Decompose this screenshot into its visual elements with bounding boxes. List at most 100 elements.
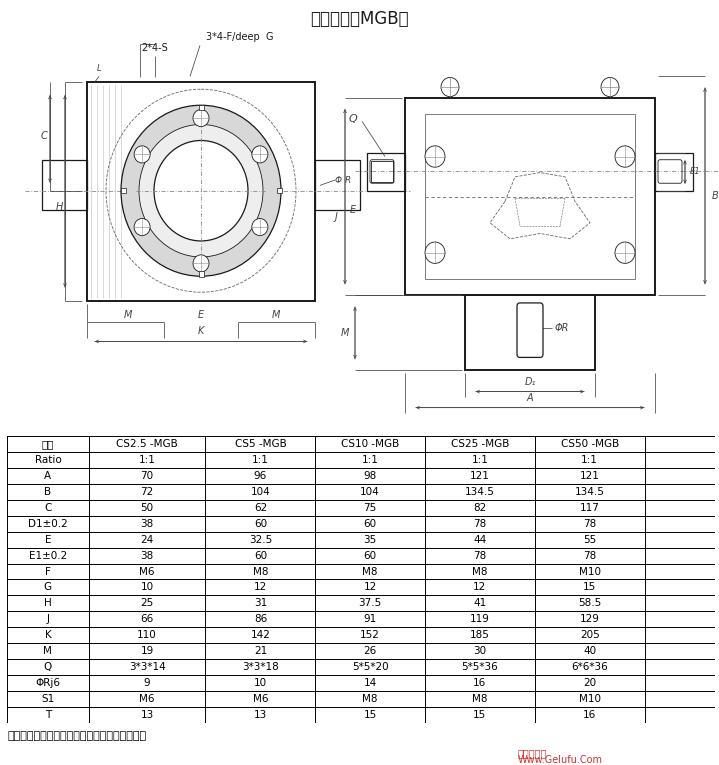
Text: 41: 41: [473, 598, 487, 608]
Text: 1:1: 1:1: [139, 455, 155, 465]
Text: 119: 119: [470, 614, 490, 624]
Text: 20: 20: [583, 678, 596, 688]
Text: 伞齿轮箱（MGB）: 伞齿轮箱（MGB）: [310, 10, 409, 28]
Text: 24: 24: [140, 535, 154, 545]
Text: 152: 152: [360, 630, 380, 640]
Text: E: E: [45, 535, 51, 545]
Bar: [367, 153, 405, 190]
Text: L: L: [96, 64, 101, 73]
Text: G: G: [44, 582, 52, 592]
Text: 5*5*20: 5*5*20: [352, 662, 388, 672]
Text: 32.5: 32.5: [249, 535, 272, 545]
Text: 86: 86: [254, 614, 267, 624]
Bar: [87, 82, 315, 301]
Circle shape: [615, 146, 635, 168]
Circle shape: [193, 255, 209, 272]
Bar: [277, 188, 282, 194]
Text: M6: M6: [252, 694, 268, 704]
Text: 58.5: 58.5: [578, 598, 601, 608]
Text: 1:1: 1:1: [362, 455, 379, 465]
Text: 1:1: 1:1: [472, 455, 488, 465]
Text: 3*3*14: 3*3*14: [129, 662, 165, 672]
Text: B: B: [712, 191, 718, 201]
Text: 21: 21: [254, 646, 267, 656]
Bar: [121, 188, 126, 194]
Text: 60: 60: [254, 519, 267, 529]
Text: 60: 60: [364, 519, 377, 529]
Text: 3*3*18: 3*3*18: [242, 662, 279, 672]
Text: M: M: [124, 310, 132, 320]
Text: 78: 78: [583, 519, 596, 529]
Text: A: A: [527, 393, 533, 403]
Text: 14: 14: [364, 678, 377, 688]
Text: M: M: [341, 328, 349, 338]
Bar: [371, 161, 393, 182]
Text: 31: 31: [254, 598, 267, 608]
Text: 注：如需要其他规格可根据用户实际需要定制。: 注：如需要其他规格可根据用户实际需要定制。: [7, 731, 146, 741]
Text: ΦRj6: ΦRj6: [35, 678, 60, 688]
Text: 98: 98: [364, 471, 377, 481]
Text: 30: 30: [473, 646, 487, 656]
Text: M10: M10: [579, 567, 600, 577]
Text: 91: 91: [364, 614, 377, 624]
Text: 129: 129: [580, 614, 600, 624]
Text: CS25 -MGB: CS25 -MGB: [451, 439, 509, 449]
Circle shape: [615, 242, 635, 263]
Text: 38: 38: [140, 551, 154, 561]
Text: 15: 15: [473, 710, 487, 720]
Text: 5*5*36: 5*5*36: [462, 662, 498, 672]
Text: Ratio: Ratio: [35, 455, 61, 465]
Text: 15: 15: [583, 582, 596, 592]
Text: D₁: D₁: [524, 377, 536, 387]
Text: CS10 -MGB: CS10 -MGB: [341, 439, 399, 449]
Text: D1±0.2: D1±0.2: [28, 519, 68, 529]
Text: 12: 12: [473, 582, 487, 592]
Text: H: H: [44, 598, 52, 608]
Bar: [315, 160, 360, 210]
Text: 78: 78: [473, 551, 487, 561]
Text: 75: 75: [364, 503, 377, 513]
Text: 1:1: 1:1: [581, 455, 598, 465]
Text: S1: S1: [41, 694, 55, 704]
Text: C: C: [45, 503, 52, 513]
Text: K: K: [45, 630, 51, 640]
Text: M: M: [43, 646, 52, 656]
Circle shape: [252, 146, 268, 163]
Text: 13: 13: [254, 710, 267, 720]
Circle shape: [425, 242, 445, 263]
Text: 10: 10: [254, 678, 267, 688]
Text: 72: 72: [140, 487, 154, 496]
Text: 121: 121: [580, 471, 600, 481]
FancyBboxPatch shape: [517, 303, 543, 357]
Text: E1: E1: [690, 167, 700, 176]
Bar: [465, 295, 595, 370]
Text: 78: 78: [583, 551, 596, 561]
Text: 35: 35: [364, 535, 377, 545]
Text: M8: M8: [472, 567, 487, 577]
Text: 60: 60: [254, 551, 267, 561]
Text: 16: 16: [473, 678, 487, 688]
Text: Q: Q: [349, 114, 357, 124]
Bar: [655, 153, 693, 190]
Text: 104: 104: [250, 487, 270, 496]
Text: CS5 -MGB: CS5 -MGB: [234, 439, 286, 449]
Text: M6: M6: [139, 567, 155, 577]
Text: K: K: [198, 326, 204, 336]
Text: E1±0.2: E1±0.2: [29, 551, 67, 561]
Text: 13: 13: [140, 710, 154, 720]
Circle shape: [154, 141, 248, 241]
Text: C: C: [41, 132, 47, 142]
Circle shape: [601, 77, 619, 96]
Circle shape: [441, 77, 459, 96]
Circle shape: [193, 109, 209, 126]
Text: 6*6*36: 6*6*36: [572, 662, 608, 672]
Text: 2*4-S: 2*4-S: [142, 43, 168, 53]
Circle shape: [139, 125, 263, 257]
Text: 205: 205: [580, 630, 600, 640]
Text: 26: 26: [364, 646, 377, 656]
Text: 37.5: 37.5: [359, 598, 382, 608]
Text: 134.5: 134.5: [574, 487, 605, 496]
Text: 50: 50: [140, 503, 154, 513]
Text: A: A: [45, 471, 52, 481]
Text: 70: 70: [140, 471, 154, 481]
